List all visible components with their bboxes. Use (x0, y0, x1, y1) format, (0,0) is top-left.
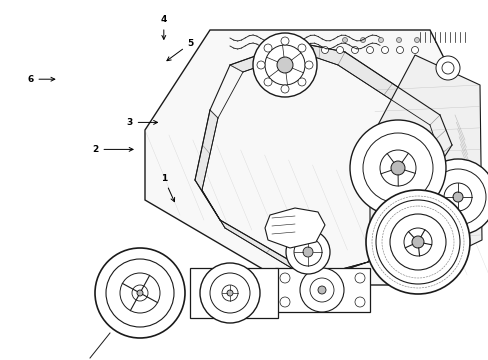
Circle shape (441, 62, 453, 74)
Polygon shape (195, 42, 451, 278)
Circle shape (303, 247, 312, 257)
Circle shape (414, 37, 419, 42)
Circle shape (381, 46, 387, 54)
Circle shape (443, 183, 471, 211)
Circle shape (336, 46, 343, 54)
Circle shape (411, 236, 423, 248)
Circle shape (351, 46, 358, 54)
Circle shape (281, 37, 288, 45)
Circle shape (366, 46, 373, 54)
Circle shape (435, 56, 459, 80)
Circle shape (252, 33, 316, 97)
Polygon shape (190, 268, 278, 318)
Circle shape (378, 37, 383, 42)
Circle shape (375, 200, 459, 284)
Circle shape (362, 133, 432, 203)
Circle shape (365, 190, 469, 294)
Circle shape (297, 78, 305, 86)
Circle shape (419, 159, 488, 235)
Circle shape (297, 44, 305, 52)
Circle shape (120, 273, 160, 313)
Circle shape (226, 290, 232, 296)
Circle shape (257, 61, 264, 69)
Polygon shape (369, 55, 481, 270)
Text: 4: 4 (160, 15, 167, 39)
Circle shape (396, 37, 401, 42)
Circle shape (132, 285, 148, 301)
Polygon shape (145, 30, 479, 285)
Circle shape (264, 44, 271, 52)
Circle shape (106, 259, 174, 327)
Circle shape (429, 169, 485, 225)
Circle shape (95, 248, 184, 338)
Circle shape (349, 120, 445, 216)
Circle shape (276, 57, 292, 73)
Circle shape (200, 263, 260, 323)
Polygon shape (274, 268, 369, 312)
Text: 5: 5 (166, 39, 193, 61)
Circle shape (354, 297, 364, 307)
Circle shape (403, 228, 431, 256)
Circle shape (137, 290, 142, 296)
Circle shape (321, 46, 328, 54)
Text: 3: 3 (126, 118, 157, 127)
Circle shape (396, 46, 403, 54)
Text: 6: 6 (27, 75, 55, 84)
Circle shape (299, 268, 343, 312)
Circle shape (293, 238, 321, 266)
Circle shape (342, 37, 347, 42)
Circle shape (354, 273, 364, 283)
Circle shape (285, 230, 329, 274)
Circle shape (305, 61, 312, 69)
Circle shape (309, 278, 333, 302)
Circle shape (389, 214, 445, 270)
Circle shape (306, 46, 313, 54)
Circle shape (390, 161, 404, 175)
Circle shape (379, 150, 415, 186)
Circle shape (222, 285, 238, 301)
Circle shape (280, 273, 289, 283)
Circle shape (452, 192, 462, 202)
Circle shape (281, 85, 288, 93)
Circle shape (264, 78, 271, 86)
Circle shape (411, 46, 418, 54)
Circle shape (264, 45, 305, 85)
Polygon shape (264, 208, 325, 248)
Circle shape (280, 297, 289, 307)
Circle shape (360, 37, 365, 42)
Circle shape (209, 273, 249, 313)
Circle shape (317, 286, 325, 294)
Text: 2: 2 (92, 145, 133, 154)
Text: 1: 1 (161, 174, 174, 202)
